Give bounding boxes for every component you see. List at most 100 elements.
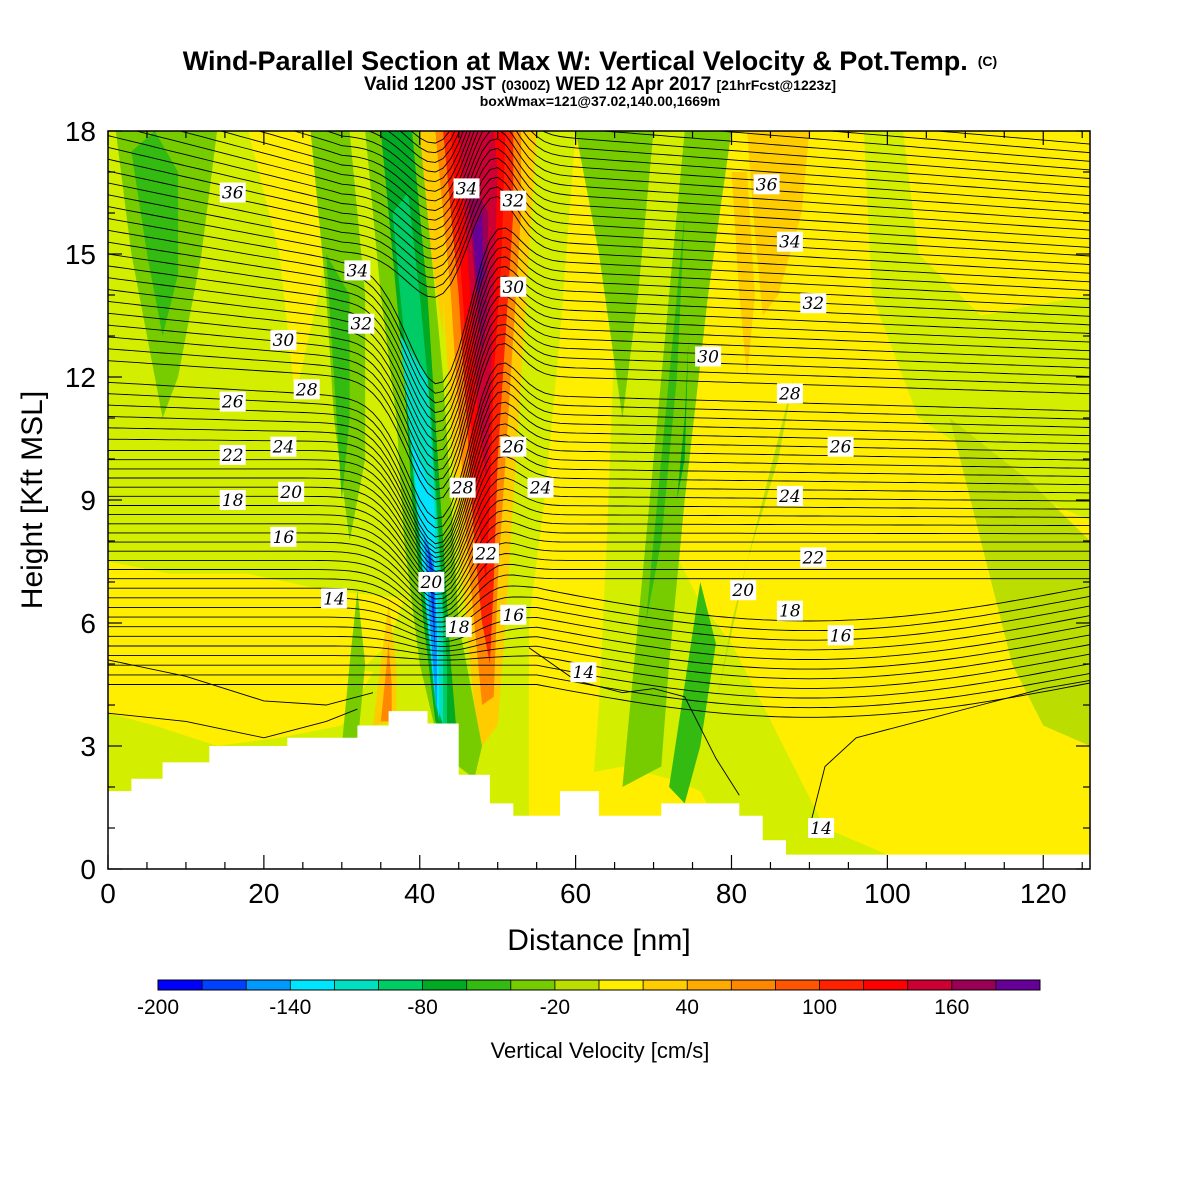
y-tick-label: 6: [80, 608, 96, 639]
theta-contour-line: [108, 624, 1090, 660]
svg-text:34: 34: [779, 233, 801, 253]
svg-text:14: 14: [573, 663, 595, 683]
svg-text:22: 22: [221, 446, 244, 466]
colorbar-swatch: [510, 980, 556, 990]
theta-contour-label: 14: [570, 662, 597, 683]
svg-text:32: 32: [802, 294, 824, 314]
theta-contour-label: 16: [827, 625, 854, 646]
theta-contour-label: 20: [418, 572, 445, 593]
field-orange-right-slender: [731, 172, 755, 377]
theta-contour-line: [808, 679, 1090, 829]
field-up-top-left: [419, 131, 444, 336]
colorbar-tick-label: 100: [802, 996, 837, 1019]
colorbar-swatch: [158, 980, 203, 990]
field-green-right-1: [622, 131, 732, 787]
theta-contour-line: [108, 294, 1090, 452]
terrain: [108, 711, 1090, 869]
svg-text:28: 28: [451, 479, 474, 499]
theta-contour-line: [108, 285, 1090, 442]
theta-contour-line: [108, 634, 1090, 670]
theta-contour-label: 30: [695, 346, 722, 368]
theta-contour-line: [108, 644, 1090, 680]
colorbar-tick-label: 160: [934, 996, 969, 1019]
theta-contour-line: [366, 131, 1090, 173]
theta-contour-label: 14: [808, 818, 835, 839]
theta-contour-line: [108, 218, 1090, 385]
colorbar-swatch: [995, 980, 1041, 990]
theta-contour-line: [108, 275, 1090, 433]
svg-text:34: 34: [456, 179, 478, 199]
svg-text:32: 32: [350, 315, 372, 335]
field-green-right-vert: [676, 336, 689, 500]
colorbar-tick-label: -80: [407, 996, 437, 1019]
theta-contour-line: [108, 390, 1090, 545]
colorbar-swatch: [290, 980, 335, 990]
svg-text:16: 16: [273, 528, 295, 548]
theta-contour-line: [108, 253, 1090, 414]
theta-contour-line: [108, 455, 1090, 572]
theta-contour-label: 16: [500, 604, 527, 626]
colorbar-title: Vertical Velocity [cm/s]: [491, 1038, 710, 1063]
colorbar-swatch: [907, 980, 953, 990]
theta-contour-line: [108, 146, 1090, 250]
theta-contour-line: [108, 176, 1090, 279]
theta-contour-line: [108, 488, 1090, 586]
svg-text:20: 20: [731, 581, 754, 601]
theta-contour-line: [108, 186, 1090, 289]
theta-contour-labels: 36 34 32 30 28 26 24 22 20 18 16 14 34 32 30 26 28 24 22 20…: [219, 174, 854, 839]
theta-contour-label: 30: [270, 330, 297, 351]
theta-contour-label: 28: [776, 383, 803, 404]
svg-text:24: 24: [778, 487, 801, 507]
svg-text:36: 36: [756, 175, 778, 195]
theta-contour-line: [399, 131, 1090, 154]
field-yellow-right-main: [669, 131, 1090, 855]
y-tick-label: 9: [80, 485, 96, 516]
theta-contour-line: [108, 574, 1090, 623]
theta-contour-line: [108, 653, 1090, 689]
colorbar-swatch: [246, 980, 291, 990]
svg-text:30: 30: [502, 278, 524, 298]
theta-contour-line: [108, 509, 1090, 595]
svg-text:26: 26: [829, 438, 852, 458]
theta-contour-label: 26: [500, 436, 527, 458]
colorbar-tick-label: 40: [676, 996, 699, 1019]
x-tick-label: 0: [100, 878, 116, 909]
theta-contour-line: [219, 131, 1090, 211]
theta-contour-label: 36: [219, 182, 246, 204]
svg-text:26: 26: [501, 438, 524, 458]
x-tick-label: 60: [560, 878, 591, 909]
y-tick-label: 3: [80, 731, 96, 762]
theta-contour-label: 30: [500, 276, 527, 298]
svg-text:26: 26: [221, 393, 244, 413]
theta-contour-line: [108, 323, 1090, 481]
theta-contour-label: 14: [321, 588, 347, 609]
theta-contour-label: 18: [445, 617, 472, 638]
colorbar-swatch: [731, 980, 776, 990]
theta-contour-line: [108, 380, 1090, 538]
theta-contour-label: 24: [776, 485, 803, 507]
svg-text:24: 24: [272, 438, 295, 458]
theta-contour-line: [325, 131, 1090, 183]
svg-text:34: 34: [347, 261, 369, 281]
y-axis-label: Height [Kft MSL]: [16, 391, 49, 609]
theta-contour-line: [108, 659, 374, 706]
svg-text:20: 20: [420, 573, 443, 593]
theta-contour-label: 18: [776, 600, 803, 622]
colorbar-swatch: [687, 980, 732, 990]
theta-contour-line: [108, 663, 1090, 699]
theta-contour-line: [108, 466, 1090, 577]
theta-contour-line: [108, 157, 1090, 260]
theta-contour-line: [387, 131, 1090, 163]
svg-text:28: 28: [778, 384, 801, 404]
colorbar-tick-label: -200: [137, 996, 179, 1019]
theta-contour-line: [108, 615, 1090, 651]
theta-contour-line: [108, 371, 1090, 529]
theta-contour-line: [108, 241, 1090, 404]
theta-contour-line: [108, 477, 1090, 581]
field-yellow-far-right-top: [903, 131, 1090, 316]
theta-contour-line: [108, 585, 1090, 628]
theta-contour-label: 22: [800, 547, 827, 568]
theta-contour-label: 16: [270, 526, 297, 548]
x-tick-label: 40: [404, 878, 435, 909]
svg-text:36: 36: [222, 184, 244, 204]
